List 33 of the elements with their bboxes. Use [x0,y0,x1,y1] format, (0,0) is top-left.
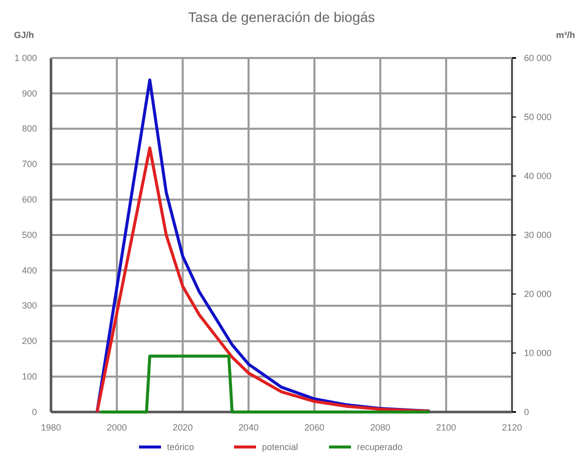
y-tick-label: 300 [22,300,37,311]
y2-axis-title: m³/h [556,30,575,40]
y-axis-title: GJ/h [14,30,34,40]
y-tick-label: 600 [22,194,37,204]
y-tick-label: 500 [22,230,37,240]
legend-label: recuperado [357,442,403,452]
y2-tick-label: 30 000 [524,230,552,240]
x-tick-label: 2060 [304,422,324,432]
y2-tick-label: 40 000 [524,170,552,181]
y-tick-label: 900 [22,88,37,98]
y-tick-label: 100 [22,371,37,382]
legend-label: teórico [167,442,194,452]
y2-tick-label: 60 000 [524,52,552,63]
x-tick-label: 2100 [436,422,456,432]
chart-title: Tasa de generación de biogás [188,9,375,25]
x-tick-label: 2000 [106,422,127,432]
y-tick-label: 800 [22,124,37,134]
y-tick-label: 400 [22,265,37,276]
x-tick-label: 2040 [238,422,259,432]
x-tick-label: 2020 [172,422,193,432]
y-tick-label: 700 [22,159,37,170]
legend-label: potencial [262,442,298,452]
y2-tick-label: 0 [524,406,530,417]
line-series [96,146,432,414]
x-tick-label: 1980 [40,422,62,432]
x-tick-label: 2080 [370,422,390,432]
x-tick-label: 2120 [502,422,522,432]
y-tick-label: 200 [22,336,37,346]
y2-tick-label: 10 000 [524,348,552,358]
y2-tick-label: 50 000 [524,112,552,122]
y2-tick-label: 20 000 [524,288,552,299]
y-tick-label: 0 [32,406,37,417]
y-tick-label: 1 000 [14,52,37,63]
